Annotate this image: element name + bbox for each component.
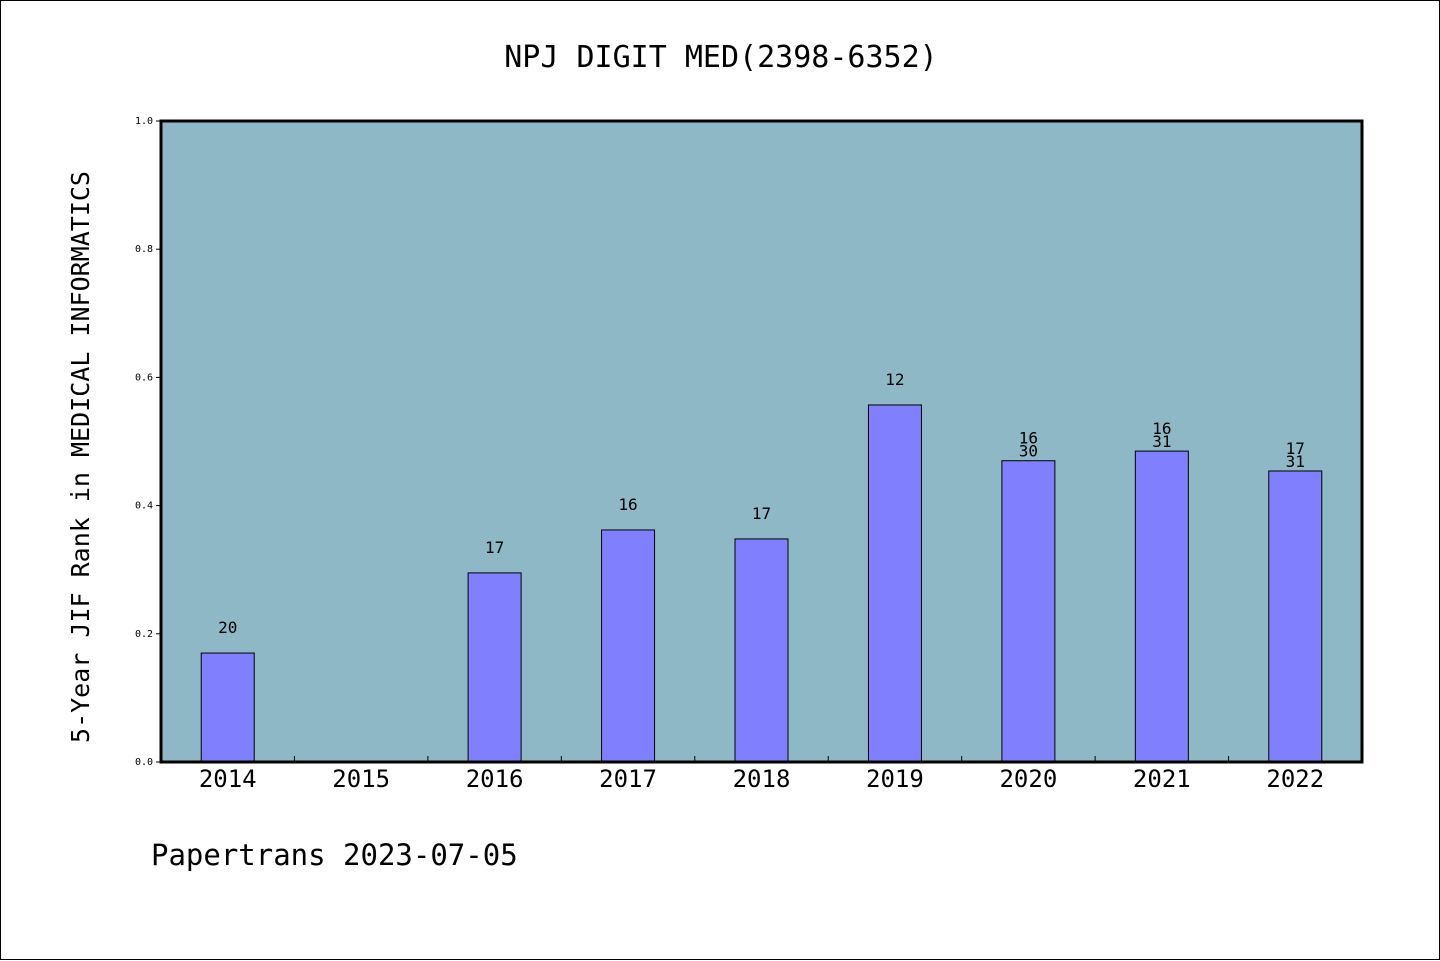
x-tick-label: 2018 [733,765,791,793]
x-tick-label: 2016 [466,765,524,793]
x-tick-label: 2019 [866,765,924,793]
y-tick-label: 0.0 [135,757,153,768]
y-tick-label: 0.4 [135,501,153,512]
bar-data-label: 17 [485,538,504,557]
bar-data-label: 12 [885,370,904,389]
bar-data-label: 31 [1152,432,1171,451]
chart-title: NPJ DIGIT MED(2398-6352) [504,40,937,75]
bar-data-label: 16 [618,495,637,514]
bar-data-label: 31 [1286,452,1305,471]
x-tick-label: 2021 [1133,765,1191,793]
bar [867,404,922,763]
plot-frame [159,119,1364,764]
x-tick-label: 2020 [999,765,1057,793]
x-tick-label: 2017 [599,765,657,793]
bar-data-label: 16 [1019,429,1038,448]
y-tick-label: 0.6 [135,372,153,383]
footer-note: Papertrans 2023-07-05 [151,838,518,872]
bar-data-label: 20 [218,618,237,637]
x-tick-label: 2022 [1266,765,1324,793]
y-axis-label: 5-Year JIF Rank in MEDICAL INFORMATICS [66,171,95,743]
bar [1001,460,1056,763]
bar [1268,470,1323,763]
y-axis-ticks: 0.0 0.2 0.4 0.6 0.8 1.0 [135,116,161,768]
x-tick-label: 2014 [199,765,257,793]
y-tick-label: 1.0 [135,116,153,127]
bar-data-label: 17 [752,504,771,523]
bar [467,572,522,763]
x-tick-label: 2015 [332,765,390,793]
bar [1134,450,1189,763]
bar-data-label: 30 [1019,442,1038,461]
bar [200,652,255,763]
bar-data-label: 17 [1286,439,1305,458]
bars-layer [200,404,1323,763]
bar [601,529,656,763]
bar [734,538,789,763]
x-axis-ticks: 2014 2015 2016 2017 2018 2019 2020 2021 2022 [199,756,1324,793]
y-tick-label: 0.2 [135,629,153,640]
y-tick-label: 0.8 [135,244,153,255]
bar-data-label: 16 [1152,419,1171,438]
